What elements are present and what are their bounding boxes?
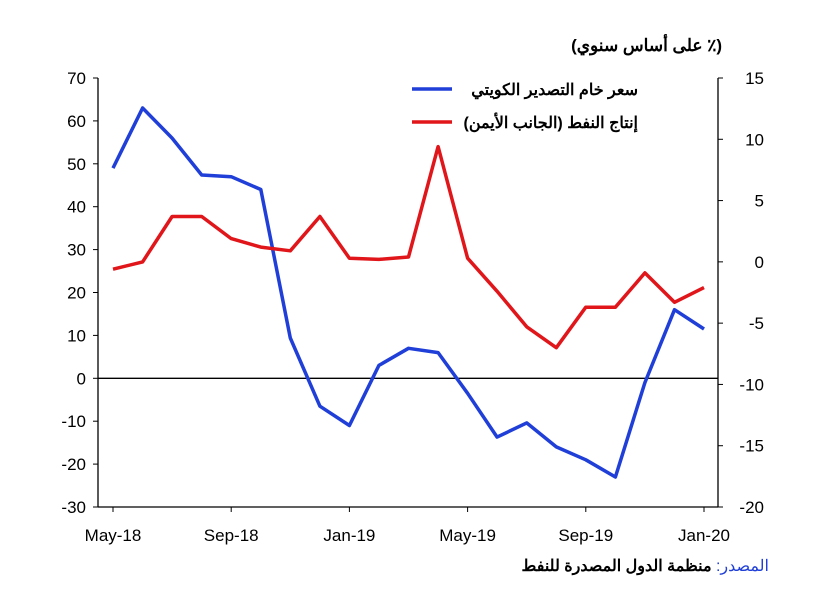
unit-label: (٪ على أساس سنوي)	[571, 36, 722, 55]
left-tick-label: 50	[67, 155, 86, 174]
x-tick-label: Sep-19	[558, 526, 613, 545]
right-tick-label: 10	[745, 130, 764, 149]
left-tick-label: 30	[67, 241, 86, 260]
right-tick-label: -20	[739, 498, 764, 517]
right-tick-label: -15	[739, 437, 764, 456]
legend-label-price: سعر خام التصدير الكويتي	[471, 82, 638, 99]
left-tick-label: 0	[77, 369, 86, 388]
left-tick-label: 40	[67, 198, 86, 217]
x-tick-label: Sep-18	[204, 526, 259, 545]
source-label: المصدر:	[715, 558, 769, 575]
right-tick-label: 0	[755, 253, 764, 272]
series-line-0	[111, 106, 705, 479]
right-tick-label: 5	[755, 192, 764, 211]
x-tick-label: Jan-19	[323, 526, 375, 545]
x-tick-label: May-18	[85, 526, 142, 545]
left-tick-label: -20	[61, 455, 86, 474]
right-tick-label: 15	[745, 69, 764, 88]
legend-label-production: إنتاج النفط (الجانب الأيمن)	[463, 115, 639, 132]
legend	[412, 87, 452, 124]
x-tick-label: Jan-20	[678, 526, 730, 545]
left-tick-label: 10	[67, 326, 86, 345]
right-tick-label: -10	[739, 375, 764, 394]
series-line-1	[112, 144, 705, 350]
source-text: منظمة الدول المصدرة للنفط	[521, 558, 712, 575]
left-tick-label: 70	[67, 69, 86, 88]
x-tick-label: May-19	[439, 526, 496, 545]
source-note: المصدر: منظمة الدول المصدرة للنفط	[522, 556, 769, 576]
left-tick-label: 60	[67, 112, 86, 131]
left-tick-label: -30	[61, 498, 86, 517]
left-tick-label: -10	[61, 412, 86, 431]
right-tick-label: -5	[749, 314, 764, 333]
left-tick-label: 20	[67, 284, 86, 303]
